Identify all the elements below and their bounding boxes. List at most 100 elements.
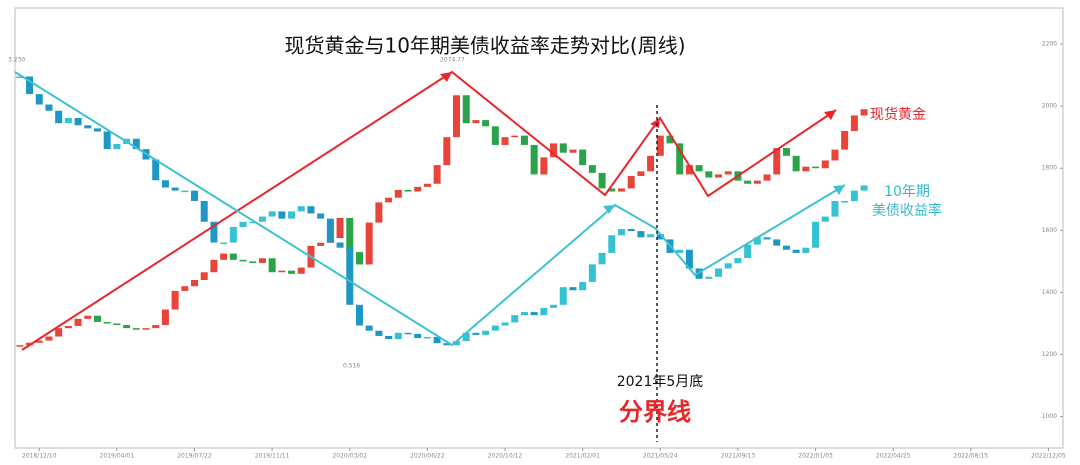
candle xyxy=(404,189,412,192)
candle xyxy=(181,190,189,193)
candle xyxy=(433,165,441,184)
candle xyxy=(588,165,596,173)
candle xyxy=(559,287,567,305)
candle xyxy=(297,206,305,212)
candle xyxy=(831,201,839,217)
candle xyxy=(355,252,363,265)
candle xyxy=(637,171,645,176)
candle xyxy=(511,315,519,323)
candle xyxy=(482,120,490,127)
candle xyxy=(161,180,169,188)
candle xyxy=(676,143,684,175)
candle xyxy=(802,166,810,172)
candle xyxy=(627,229,635,232)
candle xyxy=(860,185,868,191)
candle xyxy=(433,336,441,344)
candle xyxy=(210,221,218,243)
candle xyxy=(74,318,82,326)
candle xyxy=(812,221,820,248)
candle xyxy=(530,144,538,175)
candle xyxy=(394,332,402,340)
candle xyxy=(45,104,53,111)
candle xyxy=(540,307,548,316)
candle xyxy=(191,280,199,287)
candle xyxy=(161,309,169,326)
candle xyxy=(346,217,354,253)
x-tick-label: 2022/08/15 xyxy=(954,453,989,460)
candle xyxy=(171,187,179,191)
candle xyxy=(93,315,101,322)
candle xyxy=(93,128,101,132)
candle xyxy=(550,304,558,308)
x-tick-label: 2021/09/13 xyxy=(721,453,756,460)
candle xyxy=(520,312,528,316)
y-tick-label: 2200 xyxy=(1042,41,1057,48)
x-tick-label: 2022/04/25 xyxy=(876,453,911,460)
candle xyxy=(35,340,43,343)
candle xyxy=(472,332,480,335)
candle xyxy=(773,239,781,246)
candle xyxy=(355,304,363,326)
candle xyxy=(782,148,790,156)
candle xyxy=(220,253,228,260)
candle xyxy=(113,323,121,326)
candle xyxy=(181,286,189,291)
candle xyxy=(55,110,63,124)
candle xyxy=(472,120,480,124)
candle xyxy=(55,328,63,337)
candle xyxy=(550,143,558,158)
candle xyxy=(627,175,635,189)
candle xyxy=(229,226,237,243)
candle xyxy=(598,252,606,265)
candle xyxy=(511,135,519,138)
candle xyxy=(530,312,538,316)
candle xyxy=(637,231,645,238)
candle xyxy=(462,332,470,342)
arrow-head xyxy=(440,72,452,82)
candle xyxy=(821,216,829,222)
candle xyxy=(375,202,383,223)
candle xyxy=(569,287,577,291)
candle xyxy=(540,157,548,175)
x-tick-label: 2020/03/02 xyxy=(332,453,367,460)
candle xyxy=(792,249,800,253)
arrow-head xyxy=(824,110,836,120)
candle xyxy=(685,165,693,175)
candle xyxy=(16,76,24,78)
candle xyxy=(647,155,655,172)
candle xyxy=(336,217,344,239)
candle xyxy=(239,221,247,227)
x-tick-label: 2021/02/01 xyxy=(565,453,600,460)
candle xyxy=(365,222,373,265)
candle xyxy=(346,247,354,305)
candle xyxy=(850,115,858,131)
candle xyxy=(132,138,140,150)
candle xyxy=(656,234,664,240)
candle xyxy=(113,143,121,150)
y-tick-label: 1200 xyxy=(1042,351,1057,358)
candle xyxy=(666,135,674,144)
candle xyxy=(598,172,606,189)
candle xyxy=(579,149,587,166)
candle xyxy=(491,325,499,331)
candle xyxy=(715,268,723,277)
candle xyxy=(200,272,208,281)
candle xyxy=(559,143,567,153)
candle xyxy=(132,328,140,330)
x-tick-label: 2020/06/22 xyxy=(410,453,445,460)
x-tick-label: 2019/07/22 xyxy=(177,453,212,460)
candle xyxy=(443,343,451,346)
candle xyxy=(501,137,509,145)
candle xyxy=(608,235,616,253)
candle xyxy=(676,249,684,253)
candle xyxy=(375,330,383,336)
candle xyxy=(414,333,422,338)
candle xyxy=(579,281,587,291)
candle xyxy=(64,325,72,329)
y-tick-label: 1800 xyxy=(1042,165,1057,172)
x-tick-label: 2022/01/03 xyxy=(798,453,833,460)
candle xyxy=(734,258,742,264)
y-tick-label: 1600 xyxy=(1042,227,1057,234)
candle xyxy=(84,125,92,129)
